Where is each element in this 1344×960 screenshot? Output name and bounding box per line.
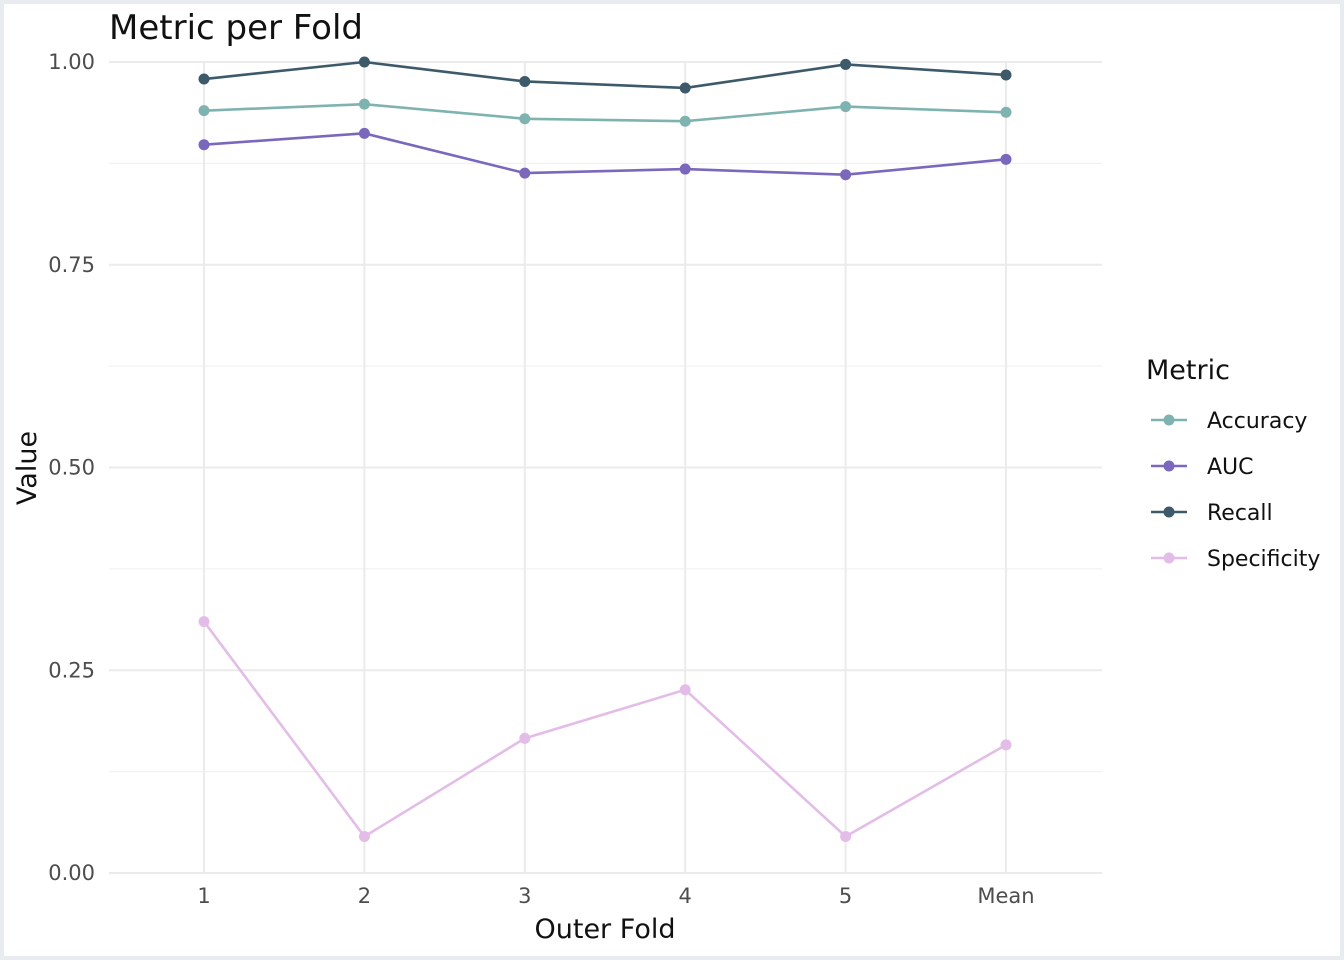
y-tick-label: 1.00 (48, 50, 95, 74)
data-point (519, 113, 531, 125)
x-tick-label: 4 (679, 884, 692, 908)
chart-frame: 0.00 0.25 0.50 0.75 1.00 1 2 3 4 5 Mean Metric Accu… (4, 4, 1340, 956)
x-tick-label: Mean (977, 884, 1034, 908)
data-point (519, 167, 531, 179)
series-line (203, 60, 1007, 90)
series-specificity (198, 616, 1012, 843)
legend-key-point (1163, 414, 1175, 426)
data-point (679, 163, 691, 175)
data-point (679, 82, 691, 94)
axes: 0.00 0.25 0.50 0.75 1.00 1 2 3 4 5 Mean (48, 50, 1034, 908)
legend-label: AUC (1207, 455, 1254, 480)
data-point (840, 101, 852, 113)
legend: Metric Accuracy AUC Recall Specificity (1146, 355, 1320, 572)
legend-item-auc: AUC (1151, 455, 1254, 480)
legend-key-point (1163, 506, 1175, 518)
y-tick-label: 0.50 (48, 456, 95, 480)
legend-label: Specificity (1207, 547, 1320, 572)
data-point (840, 831, 852, 843)
legend-item-recall: Recall (1151, 501, 1273, 526)
legend-key-point (1163, 460, 1175, 472)
x-tick-label: 1 (197, 884, 210, 908)
data-point (358, 831, 370, 843)
legend-label: Accuracy (1207, 409, 1307, 434)
grid (109, 61, 1102, 874)
data-point (358, 98, 370, 110)
data-point (358, 127, 370, 139)
y-tick-label: 0.25 (48, 658, 95, 682)
data-point (198, 139, 210, 151)
data-point (358, 56, 370, 68)
line-chart: 0.00 0.25 0.50 0.75 1.00 1 2 3 4 5 Mean Metric Accu… (12, 8, 1320, 945)
legend-item-accuracy: Accuracy (1151, 409, 1307, 434)
y-tick-label: 0.75 (48, 253, 95, 277)
data-point (679, 684, 691, 696)
series-auc (198, 127, 1012, 181)
series-recall (198, 56, 1012, 94)
data-point (840, 58, 852, 70)
chart-title: Metric per Fold (109, 8, 363, 48)
data-point (198, 73, 210, 85)
y-tick-label: 0.00 (48, 861, 95, 885)
series-accuracy (198, 98, 1012, 127)
data-point (519, 75, 531, 87)
y-axis-title: Value (12, 431, 43, 505)
data-point (198, 616, 210, 628)
data-point (198, 105, 210, 117)
legend-label: Recall (1207, 501, 1273, 526)
series-line (203, 102, 1007, 123)
x-tick-label: 2 (358, 884, 371, 908)
data-point (1000, 106, 1012, 118)
legend-item-specificity: Specificity (1151, 547, 1320, 572)
x-tick-label: 5 (839, 884, 852, 908)
series-line (202, 620, 1007, 839)
data-point (840, 169, 852, 181)
legend-key-point (1163, 552, 1175, 564)
legend-title: Metric (1146, 355, 1230, 386)
x-axis-title: Outer Fold (535, 914, 676, 945)
series-layer (198, 56, 1012, 843)
series-line (203, 132, 1007, 177)
x-tick-label: 3 (518, 884, 531, 908)
data-point (679, 115, 691, 127)
data-point (519, 732, 531, 744)
data-point (1000, 153, 1012, 165)
data-point (1000, 739, 1012, 751)
data-point (1000, 69, 1012, 81)
